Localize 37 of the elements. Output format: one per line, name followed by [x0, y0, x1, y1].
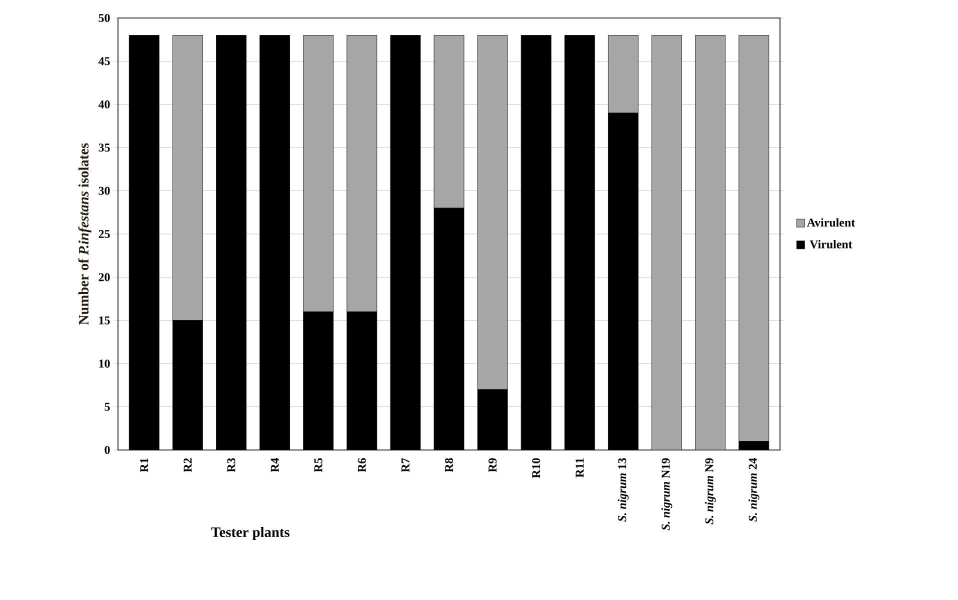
y-tick-label: 30 — [98, 186, 110, 195]
x-tick-label: R1 — [140, 458, 148, 472]
legend-label: Avirulent — [806, 218, 856, 227]
x-tick-label: S. nigrum N9 — [704, 458, 716, 524]
bar — [172, 35, 203, 321]
x-tick-label: R2 — [184, 458, 192, 472]
y-tick-label: 20 — [98, 273, 110, 282]
y-tick-label: 35 — [98, 144, 110, 152]
y-tick-label: 10 — [99, 360, 110, 368]
y-tick-label: 5 — [104, 402, 110, 411]
x-tick-label: R10 — [532, 458, 540, 478]
bar — [608, 35, 638, 114]
legend-label: Virulent — [810, 240, 852, 248]
bar — [346, 35, 378, 312]
y-tick-label: 40 — [98, 100, 110, 108]
bar — [738, 35, 770, 442]
x-tick-label: R11 — [576, 458, 584, 478]
y-tick-label: 25 — [98, 230, 110, 238]
x-tick-label: R3 — [227, 458, 236, 472]
y-tick-label: 0 — [104, 446, 110, 454]
y-axis-title: Number of P.infestans isolates — [78, 143, 92, 325]
x-tick-label: S. nigrum 24 — [748, 458, 760, 522]
bar — [434, 35, 464, 208]
x-tick-label: R4 — [270, 458, 279, 472]
x-tick-label: R9 — [488, 458, 497, 472]
x-tick-label: S. nigrum N19 — [661, 458, 672, 530]
x-tick-label: R5 — [314, 458, 322, 472]
x-tick-label: R8 — [444, 458, 454, 472]
x-axis-title: Tester plants — [211, 526, 290, 540]
y-tick-label: 50 — [98, 14, 110, 22]
y-tick-label: 15 — [99, 316, 110, 324]
x-tick-label: R7 — [402, 458, 410, 472]
y-tick-label: 45 — [98, 57, 110, 66]
bar — [303, 35, 334, 312]
x-tick-label: S. nigrum 13 — [618, 458, 629, 522]
bar — [477, 35, 508, 390]
x-tick-label: R6 — [358, 458, 366, 472]
